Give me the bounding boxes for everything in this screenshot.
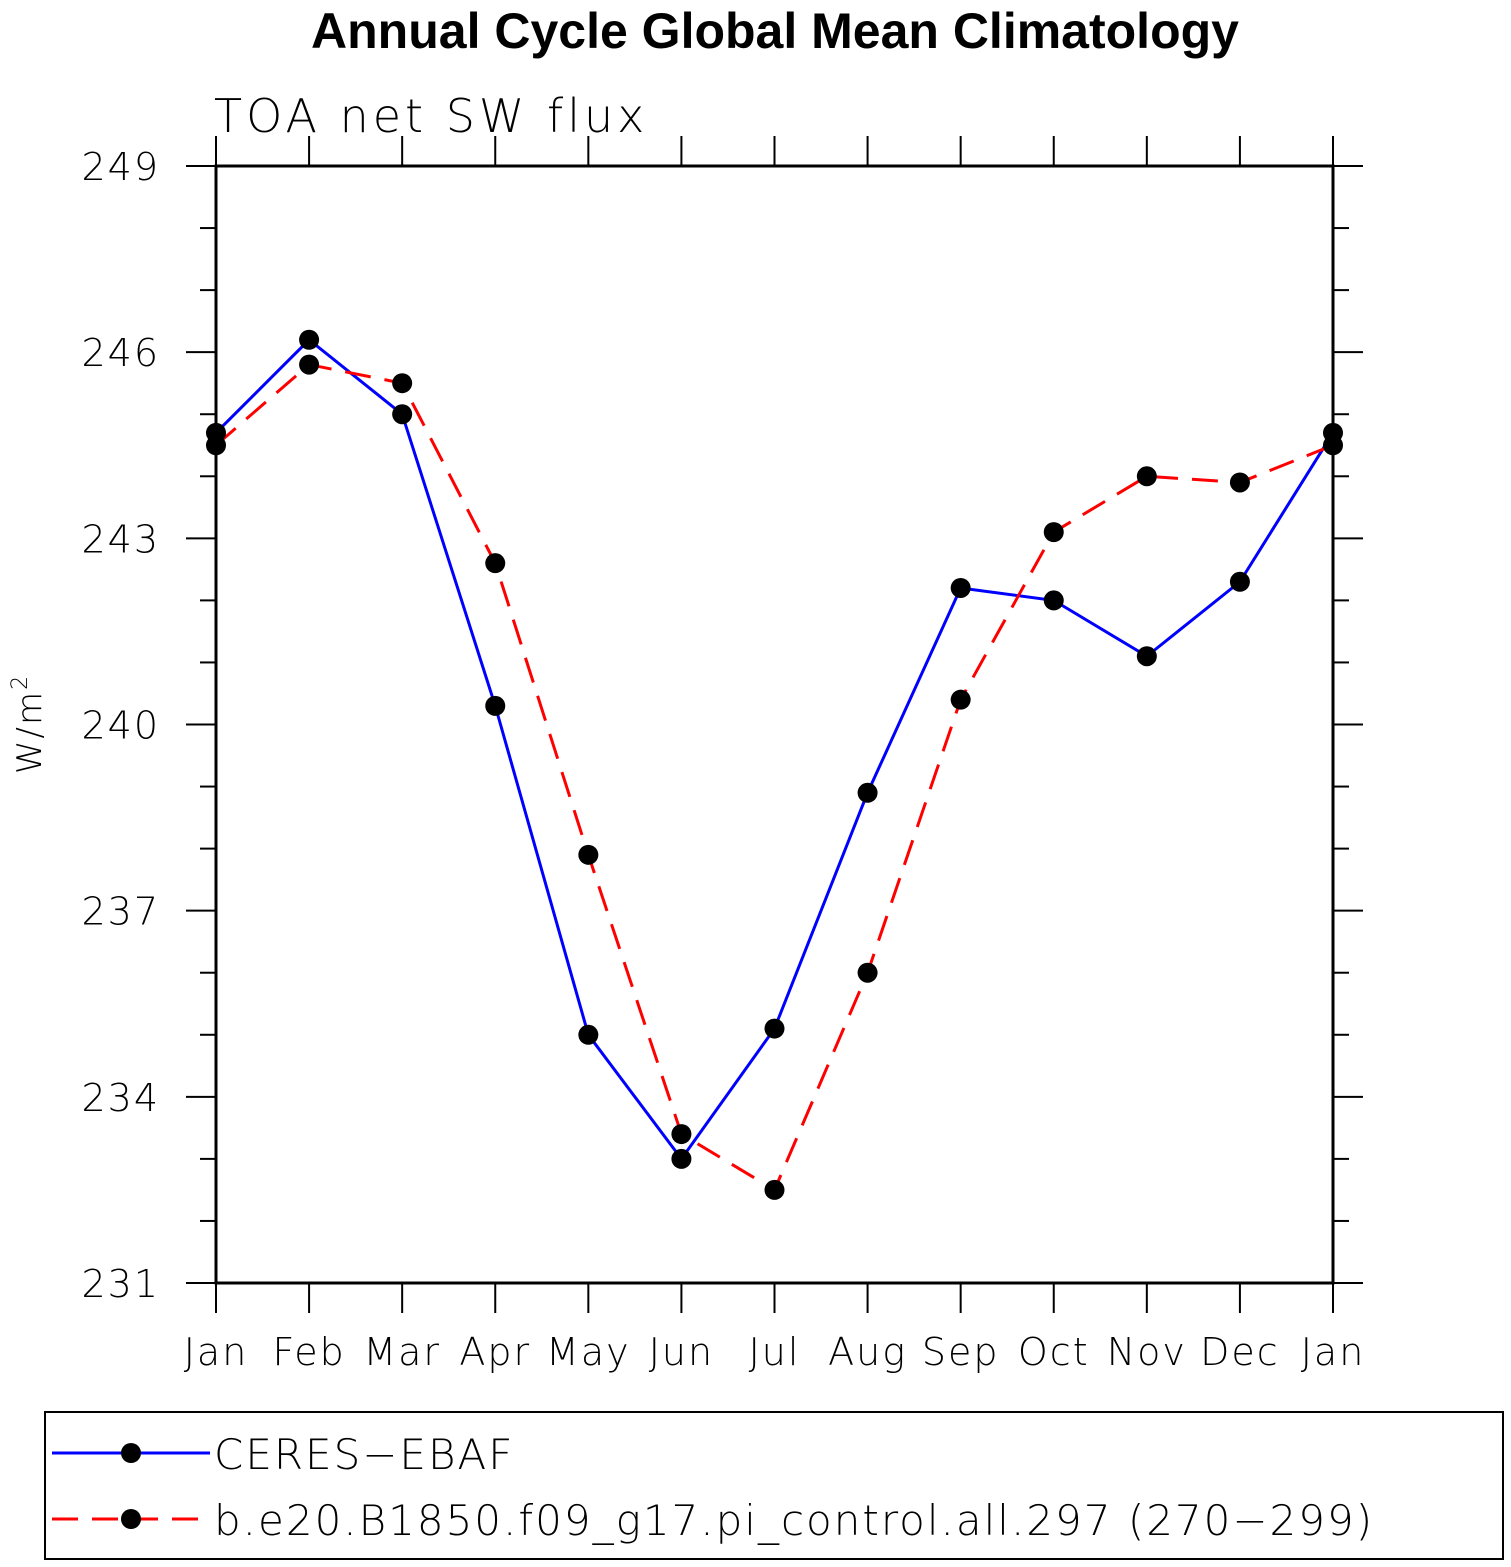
data-point-series-2 xyxy=(392,373,413,394)
series-line-2 xyxy=(215,362,1334,1193)
y-tick-label: 240 xyxy=(81,704,160,748)
series-layer xyxy=(206,329,1343,1200)
data-point-series-1 xyxy=(485,695,506,716)
legend-label-series-1: CERES−EBAF xyxy=(214,1430,514,1479)
data-point-series-2 xyxy=(578,844,599,865)
data-point-series-2 xyxy=(299,354,320,375)
x-tick-label: Aug xyxy=(828,1330,907,1374)
x-tick-label: Jan xyxy=(184,1330,249,1374)
data-point-series-2 xyxy=(950,689,971,710)
data-point-series-2 xyxy=(1229,472,1250,493)
data-point-series-1 xyxy=(392,404,413,425)
plot-frame xyxy=(214,164,1335,1285)
y-tick-label: 234 xyxy=(81,1076,160,1120)
x-tick-label: Oct xyxy=(1018,1330,1090,1374)
x-tick-label: Jul xyxy=(749,1330,801,1374)
x-tick-label: Feb xyxy=(272,1330,345,1374)
x-tick-label: Dec xyxy=(1200,1330,1280,1374)
x-tick-label: Jun xyxy=(649,1330,714,1374)
y-tick-label: 246 xyxy=(81,331,160,375)
legend: CERES−EBAF b.e20.B1850.f09_g17.pi_control… xyxy=(52,1430,1374,1545)
y-tick-label: 249 xyxy=(81,145,160,189)
data-point-series-2 xyxy=(1136,466,1157,487)
data-point-series-1 xyxy=(578,1024,599,1045)
data-point-series-1 xyxy=(1043,590,1064,611)
data-point-series-2 xyxy=(764,1179,785,1200)
data-point-series-1 xyxy=(950,577,971,598)
data-point-series-2 xyxy=(671,1124,692,1145)
data-point-series-2 xyxy=(857,962,878,983)
data-point-series-1 xyxy=(1229,571,1250,592)
x-tick-label: Apr xyxy=(459,1330,531,1374)
data-point-series-1 xyxy=(857,782,878,803)
data-point-series-2 xyxy=(206,435,226,456)
y-axis-label-superscript: 2 xyxy=(8,674,33,690)
y-tick-label: 231 xyxy=(81,1262,160,1306)
x-axis: Jan Feb Mar Apr May Jun Jul Aug Sep Oct Nov Dec Jan xyxy=(184,136,1366,1374)
data-point-series-2 xyxy=(1043,522,1064,543)
data-point-series-1 xyxy=(1136,646,1157,667)
x-tick-label: Nov xyxy=(1107,1330,1187,1374)
legend-label-series-2: b.e20.B1850.f09_g17.pi_control.all.297 (… xyxy=(214,1496,1374,1545)
y-axis: 231 234 237 240 243 246 249 xyxy=(81,145,1363,1306)
data-point-series-1 xyxy=(764,1018,785,1039)
x-tick-label: Jan xyxy=(1301,1330,1366,1374)
legend-box xyxy=(44,1411,1504,1560)
x-tick-label: Sep xyxy=(922,1330,1000,1374)
chart-title: Annual Cycle Global Mean Climatology xyxy=(311,3,1239,59)
x-tick-label: Mar xyxy=(363,1330,441,1374)
y-tick-label: 237 xyxy=(81,890,160,934)
data-point-series-2 xyxy=(485,553,506,574)
x-tick-label: May xyxy=(546,1330,631,1374)
chart-subtitle: TOA net SW flux xyxy=(214,89,648,143)
data-point-series-1 xyxy=(671,1148,692,1169)
legend-marker-series-1 xyxy=(121,1443,141,1463)
data-point-series-1 xyxy=(299,329,320,350)
data-point-series-2 xyxy=(1323,435,1343,456)
y-tick-label: 243 xyxy=(81,517,160,561)
legend-marker-series-2 xyxy=(121,1509,141,1529)
y-axis-label: W/m2 xyxy=(8,674,50,774)
